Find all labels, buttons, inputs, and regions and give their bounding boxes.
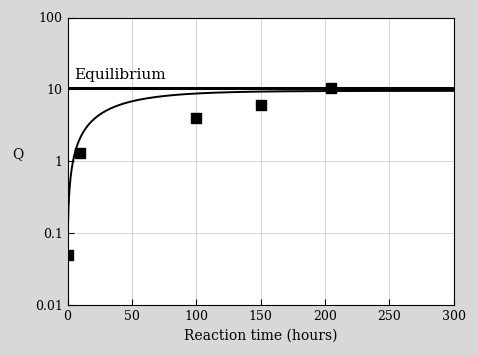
Y-axis label: Q: Q <box>12 147 24 161</box>
Point <box>327 85 335 91</box>
Point <box>64 252 71 258</box>
Point <box>257 103 264 108</box>
Text: Equilibrium: Equilibrium <box>74 68 165 82</box>
X-axis label: Reaction time (hours): Reaction time (hours) <box>184 328 337 343</box>
Point <box>192 115 200 121</box>
Point <box>76 150 84 156</box>
